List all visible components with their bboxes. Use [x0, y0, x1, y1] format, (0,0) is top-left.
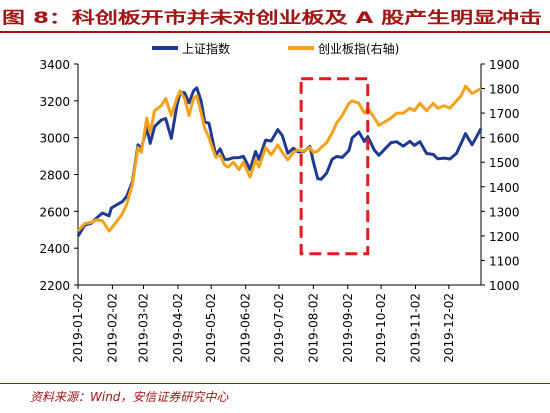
y-right-tick-label: 1500 — [489, 156, 520, 170]
y-right-tick-label: 1900 — [489, 58, 520, 72]
x-tick-label: 2019-10-02 — [374, 293, 388, 363]
y-left-tick-label: 2400 — [39, 242, 70, 256]
chart: 2200 2400 2600 2800 3000 3200 3400 1000 1100 1200… — [39, 41, 520, 363]
y-right-tick-label: 1200 — [489, 230, 520, 244]
x-tick-label: 2019-09-02 — [341, 293, 355, 363]
figure-title-text: 图 8： 科创板开市并未对创业板及 A 股产生明显冲击 — [2, 8, 542, 27]
legend-label: 上证指数 — [182, 41, 230, 56]
y-left-tick-label: 2200 — [39, 279, 70, 293]
title-rule — [0, 31, 550, 33]
y-right-tick-label: 1000 — [489, 279, 520, 293]
x-tick-label: 2019-05-02 — [204, 293, 218, 363]
legend-label: 创业板指(右轴) — [318, 41, 399, 56]
x-tick-label: 2019-04-02 — [171, 293, 185, 363]
x-tick-label: 2019-03-02 — [137, 293, 151, 363]
x-tick-label: 2019-08-02 — [306, 293, 320, 363]
y-right-tick-label: 1700 — [489, 107, 520, 121]
x-tick-label: 2019-12-02 — [442, 293, 456, 363]
source-note: 资料来源：Wind，安信证券研究中心 — [30, 390, 229, 404]
y-left-tick-label: 3000 — [39, 132, 70, 146]
y-left-tick-label: 3400 — [39, 58, 70, 72]
y-left-tick-label: 3200 — [39, 95, 70, 109]
x-tick-label: 2019-02-02 — [105, 293, 119, 363]
figure-title-main: 科创板开市并未对创业板及 A 股产生明显冲击 — [72, 8, 542, 27]
x-tick-label: 2019-06-02 — [239, 293, 253, 363]
y-right-tick-label: 1800 — [489, 83, 520, 97]
y-left-tick-label: 2800 — [39, 169, 70, 183]
y-right-tick-label: 1300 — [489, 205, 520, 219]
highlight-box — [299, 77, 370, 256]
source-rule — [0, 383, 550, 384]
x-tick-label: 2019-11-02 — [408, 293, 422, 363]
y-left-tick-label: 2600 — [39, 205, 70, 219]
figure-title: 图 8： 科创板开市并未对创业板及 A 股产生明显冲击 — [2, 8, 542, 27]
x-tick-label: 2019-01-02 — [71, 293, 85, 363]
series-line-shanghai — [76, 86, 483, 237]
y-right-tick-label: 1100 — [489, 254, 520, 268]
figure-label: 图 8： — [2, 8, 72, 27]
series-line-chinext — [76, 84, 482, 233]
x-tick-label: 2019-07-02 — [272, 293, 286, 363]
y-right-tick-label: 1600 — [489, 132, 520, 146]
y-right-tick-label: 1400 — [489, 181, 520, 195]
